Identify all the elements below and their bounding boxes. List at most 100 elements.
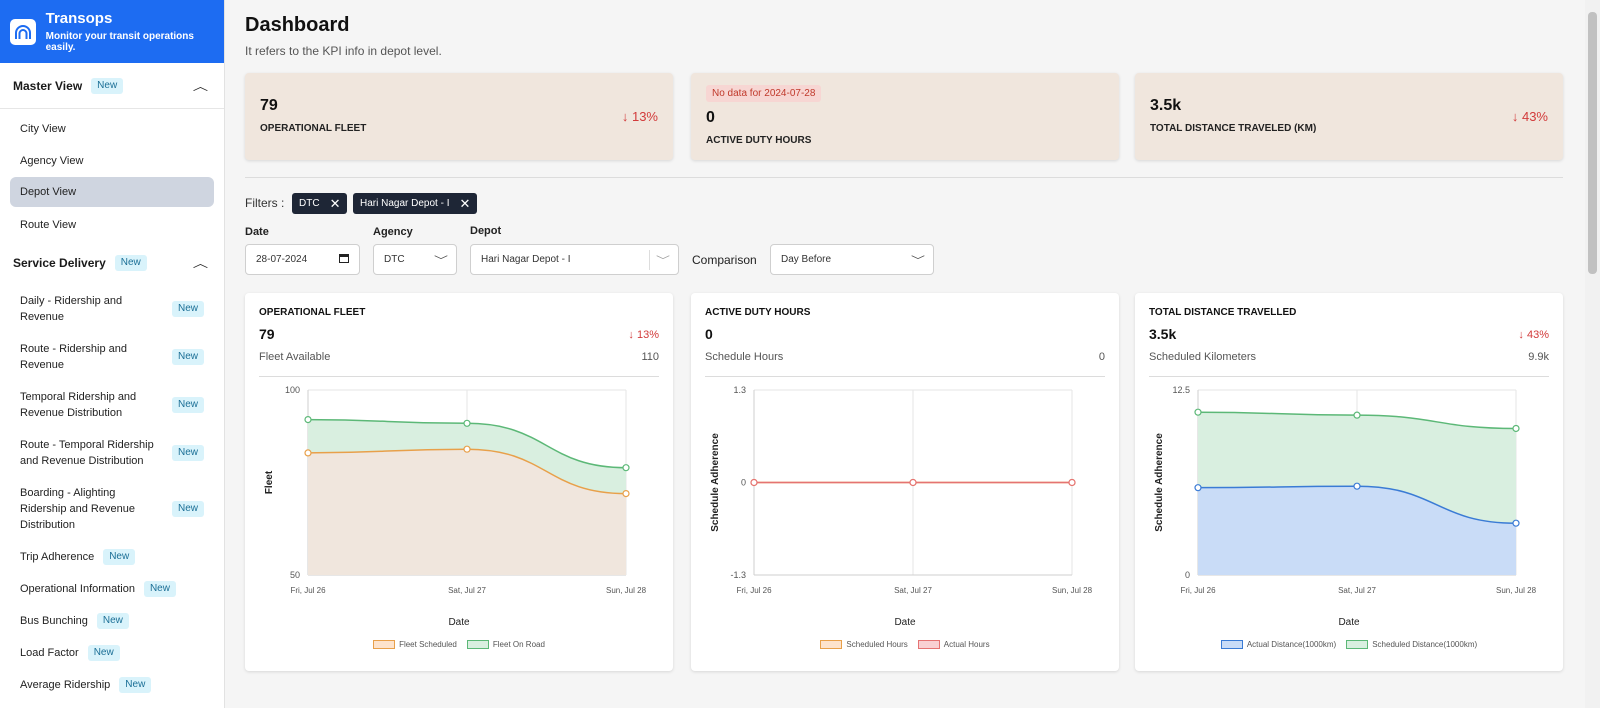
master-view-label: Master View (13, 78, 83, 93)
kpi-change: ↓ 13% (621, 109, 658, 124)
card-sub-value: 110 (641, 351, 659, 363)
new-badge: New (103, 549, 136, 565)
chart-card-active-duty-hours: ACTIVE DUTY HOURS 0 Schedule Hours 0 1.3… (691, 293, 1119, 671)
filter-chip-depot[interactable]: Hari Nagar Depot - I ✕ (353, 193, 478, 214)
legend-item[interactable]: Fleet On Road (466, 640, 545, 650)
date-label: Date (245, 226, 269, 238)
chart-legend: Fleet Scheduled Fleet On Road (245, 640, 673, 650)
legend-item[interactable]: Scheduled Distance(1000km) (1346, 640, 1477, 650)
card-title: ACTIVE DUTY HOURS (705, 307, 811, 318)
sidebar-item-bus-bunching[interactable]: Bus Bunching New (0, 605, 224, 637)
kpi-label: TOTAL DISTANCE TRAVELED (KM) (1150, 123, 1317, 134)
sidebar-item-route-ridership[interactable]: Route - Ridership and Revenue New (0, 333, 224, 381)
transops-logo-icon (10, 18, 36, 45)
new-badge: New (114, 255, 147, 271)
new-badge: New (91, 77, 124, 94)
filter-chip-agency[interactable]: DTC ✕ (292, 193, 348, 214)
legend-item[interactable]: Actual Hours (917, 640, 990, 650)
sidebar-item-agency-view[interactable]: Agency View (20, 155, 84, 167)
page-title: Dashboard (245, 14, 350, 36)
comparison-label: Comparison (692, 253, 757, 267)
sidebar-item-average-ridership[interactable]: Average Ridership New (0, 669, 224, 701)
card-value: 0 (705, 326, 713, 342)
calendar-icon[interactable] (339, 253, 349, 266)
service-delivery-section-toggle[interactable]: Service Delivery New ︿ (0, 241, 224, 285)
new-badge: New (171, 397, 204, 413)
chevron-up-icon[interactable]: ︿ (192, 80, 209, 93)
new-badge: New (171, 301, 204, 317)
close-icon[interactable]: ✕ (329, 195, 341, 211)
data-point (909, 478, 917, 487)
data-point (463, 445, 471, 453)
arrow-down-icon: ↓ (1511, 109, 1519, 124)
sidebar-item-route-temporal[interactable]: Route - Temporal Ridership and Revenue D… (0, 429, 224, 477)
card-title: OPERATIONAL FLEET (259, 307, 366, 318)
series-area (1198, 486, 1516, 575)
sidebar-item-temporal-ridership[interactable]: Temporal Ridership and Revenue Distribut… (0, 381, 224, 429)
data-point (1194, 408, 1202, 416)
data-point (1194, 484, 1202, 492)
legend-item[interactable]: Fleet Scheduled (373, 640, 457, 650)
y-axis-title: Schedule Adherence (1154, 433, 1165, 532)
agency-select[interactable]: DTC ﹀ (373, 244, 457, 275)
sidebar-item-boarding-alighting[interactable]: Boarding - Alighting Ridership and Reven… (0, 477, 224, 541)
app-title: Transops (45, 10, 113, 27)
y-tick-label: 12.5 (1172, 385, 1190, 395)
comparison-select[interactable]: Day Before ﹀ (770, 244, 934, 275)
x-axis-title: Date (894, 617, 916, 628)
depot-select[interactable]: Hari Nagar Depot - I ﹀ (470, 244, 679, 275)
legend-item[interactable]: Actual Distance(1000km) (1220, 640, 1336, 650)
chevron-up-icon[interactable]: ︿ (192, 258, 209, 270)
kpi-label: OPERATIONAL FLEET (260, 123, 367, 134)
arrow-down-icon: ↓ (621, 109, 629, 124)
master-view-section-toggle[interactable]: Master View New ︿ (0, 63, 224, 109)
x-axis-title: Date (1338, 617, 1360, 628)
card-divider (259, 376, 659, 377)
kpi-total-distance: 3.5k TOTAL DISTANCE TRAVELED (KM) ↓ 43% (1135, 73, 1563, 160)
sidebar-item-city-view[interactable]: City View (20, 123, 66, 135)
page-subtitle: It refers to the KPI info in depot level… (245, 44, 442, 58)
data-point (304, 449, 312, 457)
new-badge: New (119, 677, 152, 693)
card-value: 79 (259, 326, 275, 342)
arrow-down-icon: ↓ (1518, 329, 1524, 341)
date-input[interactable]: 28-07-2024 (245, 244, 360, 275)
x-tick-label: Sat, Jul 27 (448, 586, 486, 595)
duty-hours-chart: 1.3 0 -1.3 Fri, Jul 26 Sat, Jul 27 Sun, Jul 2… (710, 385, 1093, 595)
x-axis-title: Date (448, 617, 470, 628)
kpi-value: 3.5k (1150, 97, 1182, 114)
new-badge: New (171, 349, 204, 365)
kpi-label: ACTIVE DUTY HOURS (706, 135, 812, 146)
no-data-warning: No data for 2024-07-28 (706, 85, 822, 102)
sidebar-item-load-factor[interactable]: Load Factor New (0, 637, 224, 669)
select-separator (649, 249, 650, 270)
page-scrollbar[interactable] (1585, 0, 1600, 708)
x-tick-label: Sat, Jul 27 (894, 586, 932, 595)
chart-legend: Scheduled Hours Actual Hours (691, 640, 1119, 650)
main-content: Dashboard It refers to the KPI info in d… (225, 0, 1585, 708)
chart-card-operational-fleet: OPERATIONAL FLEET 79 ↓ 13% Fleet Availab… (245, 293, 673, 671)
sidebar-item-trip-adherence[interactable]: Trip Adherence New (0, 541, 224, 573)
agency-label: Agency (373, 226, 413, 238)
sidebar-item-operational-information[interactable]: Operational Information New (0, 573, 224, 605)
y-tick-label: 50 (290, 570, 300, 580)
legend-item[interactable]: Scheduled Hours (820, 640, 908, 650)
data-point (1068, 478, 1076, 487)
kpi-active-duty-hours: No data for 2024-07-28 0 ACTIVE DUTY HOU… (691, 73, 1119, 160)
y-axis-title: Fleet (264, 470, 275, 494)
y-axis-title: Schedule Adherence (710, 433, 721, 532)
card-change: ↓ 43% (1518, 329, 1549, 341)
app-tagline: Monitor your transit operations easily. (45, 31, 194, 53)
close-icon[interactable]: ✕ (459, 195, 471, 211)
scrollbar-thumb[interactable] (1588, 12, 1597, 274)
sidebar-item-route-view[interactable]: Route View (20, 219, 77, 231)
y-tick-label: 0 (741, 478, 746, 488)
divider (245, 177, 1563, 178)
sidebar-item-daily-ridership[interactable]: Daily - Ridership and Revenue New (0, 285, 224, 333)
x-tick-label: Fri, Jul 26 (736, 586, 772, 595)
card-sub-value: 9.9k (1528, 351, 1549, 363)
sidebar-item-depot-view[interactable]: Depot View (10, 177, 214, 207)
card-divider (705, 376, 1105, 377)
new-badge: New (87, 645, 120, 661)
new-badge: New (143, 581, 176, 597)
